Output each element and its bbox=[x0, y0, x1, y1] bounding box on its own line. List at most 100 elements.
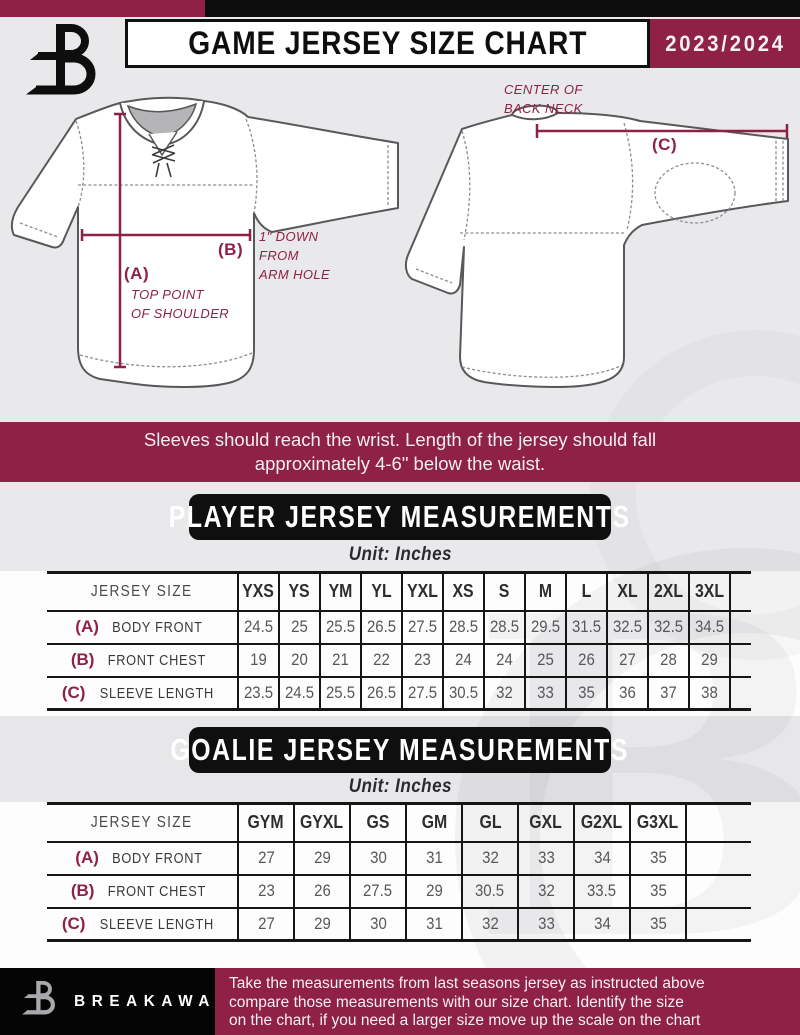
table-header-row: JERSEY SIZE YXS YS YM YL YXL XS S M L XL 2XL 3XL bbox=[47, 571, 751, 612]
measurement-cell: 35 bbox=[629, 907, 686, 942]
measure-label-c: (C) bbox=[652, 135, 678, 154]
jersey-size-header: JERSEY SIZE bbox=[47, 571, 238, 612]
measurement-cell: 32 bbox=[517, 874, 574, 909]
player-section-heading: PLAYER JERSEY MEASUREMENTS bbox=[169, 499, 631, 534]
empty-stub-cell bbox=[685, 874, 751, 909]
goalie-section-heading-pill: GOALIE JERSEY MEASUREMENTS bbox=[171, 727, 628, 773]
measurement-row-label: (B) FRONT CHEST bbox=[47, 643, 238, 678]
measurement-cell: 25 bbox=[278, 610, 320, 645]
top-black-strip bbox=[205, 0, 800, 17]
measurement-cell: 34 bbox=[573, 841, 630, 876]
measurement-cell: 33.5 bbox=[573, 874, 630, 909]
measurement-cell: 33 bbox=[524, 676, 566, 711]
measurement-cell: 29 bbox=[405, 874, 462, 909]
measurement-cell: 35 bbox=[629, 841, 686, 876]
measurement-cell: 25.5 bbox=[319, 610, 361, 645]
measurement-cell: 28.5 bbox=[483, 610, 525, 645]
player-unit-label: Unit: Inches bbox=[348, 544, 452, 565]
measure-label-b: (B) bbox=[218, 240, 244, 259]
goalie-unit-label: Unit: Inches bbox=[348, 776, 452, 797]
measurement-cell: 36 bbox=[606, 676, 648, 711]
size-column-header: GYXL bbox=[293, 802, 350, 843]
note-top-point-of-shoulder: TOP POINT OF SHOULDER bbox=[131, 287, 230, 321]
top-maroon-strip bbox=[0, 0, 205, 17]
note-down-from-arm-hole: 1" DOWN FROM ARM HOLE bbox=[259, 229, 331, 282]
measurement-cell: 27 bbox=[237, 841, 294, 876]
measurement-row-label: (C) SLEEVE LENGTH bbox=[47, 676, 238, 711]
empty-stub-cell bbox=[685, 907, 751, 942]
measurement-cell: 30.5 bbox=[461, 874, 518, 909]
measurement-cell: 23 bbox=[401, 643, 443, 678]
measurement-cell: 24.5 bbox=[278, 676, 320, 711]
measurement-cell: 27.5 bbox=[401, 610, 443, 645]
size-column-header: G2XL bbox=[573, 802, 630, 843]
measure-label-a: (A) bbox=[124, 264, 150, 283]
jersey-size-header: JERSEY SIZE bbox=[47, 802, 238, 843]
footer-breakaway-logo-icon bbox=[22, 978, 60, 1025]
measurement-cell: 32.5 bbox=[647, 610, 689, 645]
size-column-header: 2XL bbox=[647, 571, 689, 612]
size-column-header: GYM bbox=[237, 802, 294, 843]
measurement-cell: 26.5 bbox=[360, 610, 402, 645]
measurement-cell: 33 bbox=[517, 907, 574, 942]
player-measurements-table: JERSEY SIZE YXS YS YM YL YXL XS S M L XL 2XL 3XL (A) B… bbox=[47, 571, 751, 711]
goalie-unit-row: Unit: Inches bbox=[0, 776, 800, 798]
empty-stub-cell bbox=[729, 571, 751, 612]
table-row: (B) FRONT CHEST 23 26 27.5 29 30.5 32 33.5 35 bbox=[47, 874, 751, 909]
size-column-header: YXS bbox=[237, 571, 279, 612]
measurement-cell: 28 bbox=[647, 643, 689, 678]
measurement-cell: 37 bbox=[647, 676, 689, 711]
footer-brand-name: BREAKAWAY bbox=[74, 992, 232, 1010]
measurement-cell: 24 bbox=[483, 643, 525, 678]
size-column-header: L bbox=[565, 571, 607, 612]
size-column-header: YXL bbox=[401, 571, 443, 612]
table-row: (C) SLEEVE LENGTH 27 29 30 31 32 33 34 35 bbox=[47, 907, 751, 942]
fit-notice-banner: Sleeves should reach the wrist. Length o… bbox=[0, 422, 800, 482]
measurement-cell: 34.5 bbox=[688, 610, 730, 645]
size-column-header: XS bbox=[442, 571, 484, 612]
season-label: 2023/2024 bbox=[664, 30, 786, 56]
measurement-row-label: (A) BODY FRONT bbox=[47, 610, 238, 645]
size-column-header: S bbox=[483, 571, 525, 612]
measurement-cell: 31 bbox=[405, 907, 462, 942]
empty-stub-cell bbox=[685, 802, 751, 843]
measurement-cell: 30 bbox=[349, 907, 406, 942]
measurement-cell: 19 bbox=[237, 643, 279, 678]
measurement-cell: 30 bbox=[349, 841, 406, 876]
page-title: GAME JERSEY SIZE CHART bbox=[187, 25, 588, 61]
note-center-of-back-neck: CENTER OF BACK NECK bbox=[504, 82, 583, 116]
table-row: (A) BODY FRONT 27 29 30 31 32 33 34 35 bbox=[47, 841, 751, 876]
measurement-cell: 28.5 bbox=[442, 610, 484, 645]
measurement-cell: 30.5 bbox=[442, 676, 484, 711]
size-column-header: 3XL bbox=[688, 571, 730, 612]
measurement-cell: 24 bbox=[442, 643, 484, 678]
measurement-cell: 27.5 bbox=[349, 874, 406, 909]
table-header-row: JERSEY SIZE GYM GYXL GS GM GL GXL G2XL G3XL bbox=[47, 802, 751, 843]
measurement-cell: 35 bbox=[565, 676, 607, 711]
size-column-header: GL bbox=[461, 802, 518, 843]
measurement-row-label: (C) SLEEVE LENGTH bbox=[47, 907, 238, 942]
player-section-heading-pill: PLAYER JERSEY MEASUREMENTS bbox=[169, 494, 629, 540]
back-jersey-diagram bbox=[400, 85, 795, 405]
measurement-cell: 22 bbox=[360, 643, 402, 678]
measurement-cell: 26 bbox=[293, 874, 350, 909]
measurement-cell: 32 bbox=[461, 841, 518, 876]
page-title-box: GAME JERSEY SIZE CHART bbox=[125, 19, 650, 68]
measurement-cell: 27 bbox=[606, 643, 648, 678]
table-row: (A) BODY FRONT 24.5 25 25.5 26.5 27.5 28.5 28.5 2… bbox=[47, 610, 751, 645]
fit-notice-text: Sleeves should reach the wrist. Length o… bbox=[143, 428, 657, 474]
measurement-cell: 34 bbox=[573, 907, 630, 942]
footer-instructions-bar: Take the measurements from last seasons … bbox=[215, 968, 800, 1035]
measurement-cell: 25 bbox=[524, 643, 566, 678]
size-column-header: G3XL bbox=[629, 802, 686, 843]
measurement-cell: 32.5 bbox=[606, 610, 648, 645]
size-column-header: GXL bbox=[517, 802, 574, 843]
measurement-cell: 21 bbox=[319, 643, 361, 678]
measurement-cell: 35 bbox=[629, 874, 686, 909]
measurement-cell: 29 bbox=[293, 907, 350, 942]
measurement-cell: 27.5 bbox=[401, 676, 443, 711]
measurement-cell: 20 bbox=[278, 643, 320, 678]
empty-stub-cell bbox=[729, 610, 751, 645]
goalie-section-heading: GOALIE JERSEY MEASUREMENTS bbox=[170, 732, 630, 767]
